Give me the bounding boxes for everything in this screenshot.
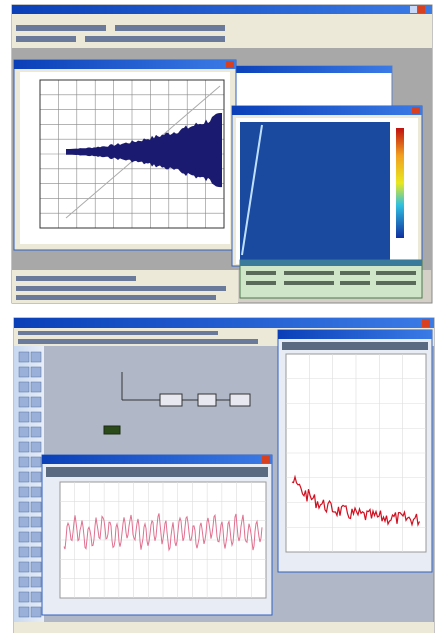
tool-icon xyxy=(30,471,42,483)
tool-icon xyxy=(30,561,42,573)
plot-toolbar xyxy=(46,467,268,477)
title-bar xyxy=(14,318,434,328)
tool-icon xyxy=(18,606,30,618)
title-bar xyxy=(228,66,392,73)
grid xyxy=(60,482,266,598)
plot-toolbar xyxy=(282,342,428,350)
close-button[interactable] xyxy=(418,6,425,13)
tool-icon xyxy=(18,501,30,513)
title-bar xyxy=(14,60,236,69)
tool-icon xyxy=(18,591,30,603)
tool-icon xyxy=(18,576,30,588)
tool-icon xyxy=(30,501,42,513)
tool-icon xyxy=(18,471,30,483)
tool-icon xyxy=(18,456,30,468)
tool-icon xyxy=(30,516,42,528)
toolbar-icons xyxy=(16,276,226,300)
waveform xyxy=(66,112,222,188)
tool-icon xyxy=(30,366,42,378)
toolbar-icons xyxy=(16,25,225,42)
tool-icon xyxy=(18,396,30,408)
tool-icon xyxy=(30,606,42,618)
close-button[interactable] xyxy=(226,61,234,68)
dialog-fields xyxy=(246,271,416,285)
tool-icon xyxy=(30,576,42,588)
tool-icon xyxy=(30,456,42,468)
tool-icon xyxy=(18,426,30,438)
tool-icon xyxy=(30,411,42,423)
tool-icon xyxy=(30,546,42,558)
tool-icon xyxy=(18,531,30,543)
min-button[interactable] xyxy=(410,6,417,13)
tool-icon xyxy=(18,366,30,378)
tool-icon xyxy=(18,351,30,363)
dialog-title xyxy=(240,260,422,266)
tool-icon xyxy=(18,486,30,498)
tool-icon xyxy=(18,561,30,573)
tool-icon xyxy=(30,591,42,603)
tool-icon xyxy=(30,396,42,408)
block-diagram xyxy=(103,372,251,435)
tool-icon xyxy=(30,441,42,453)
image-streak xyxy=(241,124,263,256)
title-bar xyxy=(232,106,422,115)
close-button[interactable] xyxy=(262,456,270,463)
side-icons xyxy=(18,351,42,618)
grid xyxy=(286,354,426,552)
tool-icon xyxy=(30,351,42,363)
tool-icon xyxy=(18,411,30,423)
tool-icon xyxy=(18,441,30,453)
axes xyxy=(39,79,225,229)
tool-icon xyxy=(30,426,42,438)
toolbar-icons xyxy=(18,331,258,344)
title-bar xyxy=(278,330,432,339)
title-bar xyxy=(12,5,432,14)
tool-icon xyxy=(18,381,30,393)
tool-icon xyxy=(30,486,42,498)
top-screenshot xyxy=(11,4,433,304)
decay-trace xyxy=(291,474,421,527)
waveform xyxy=(63,513,263,552)
status-bar xyxy=(14,622,434,633)
dialog xyxy=(239,259,423,299)
tool-icon xyxy=(18,546,30,558)
close-button[interactable] xyxy=(422,319,430,327)
image xyxy=(240,122,390,260)
tool-icon xyxy=(30,381,42,393)
title-bar xyxy=(42,455,272,464)
close-button[interactable] xyxy=(412,107,420,114)
colorbar xyxy=(396,128,404,238)
tool-icon xyxy=(18,516,30,528)
bottom-screenshot xyxy=(13,317,435,633)
tool-icon xyxy=(30,531,42,543)
